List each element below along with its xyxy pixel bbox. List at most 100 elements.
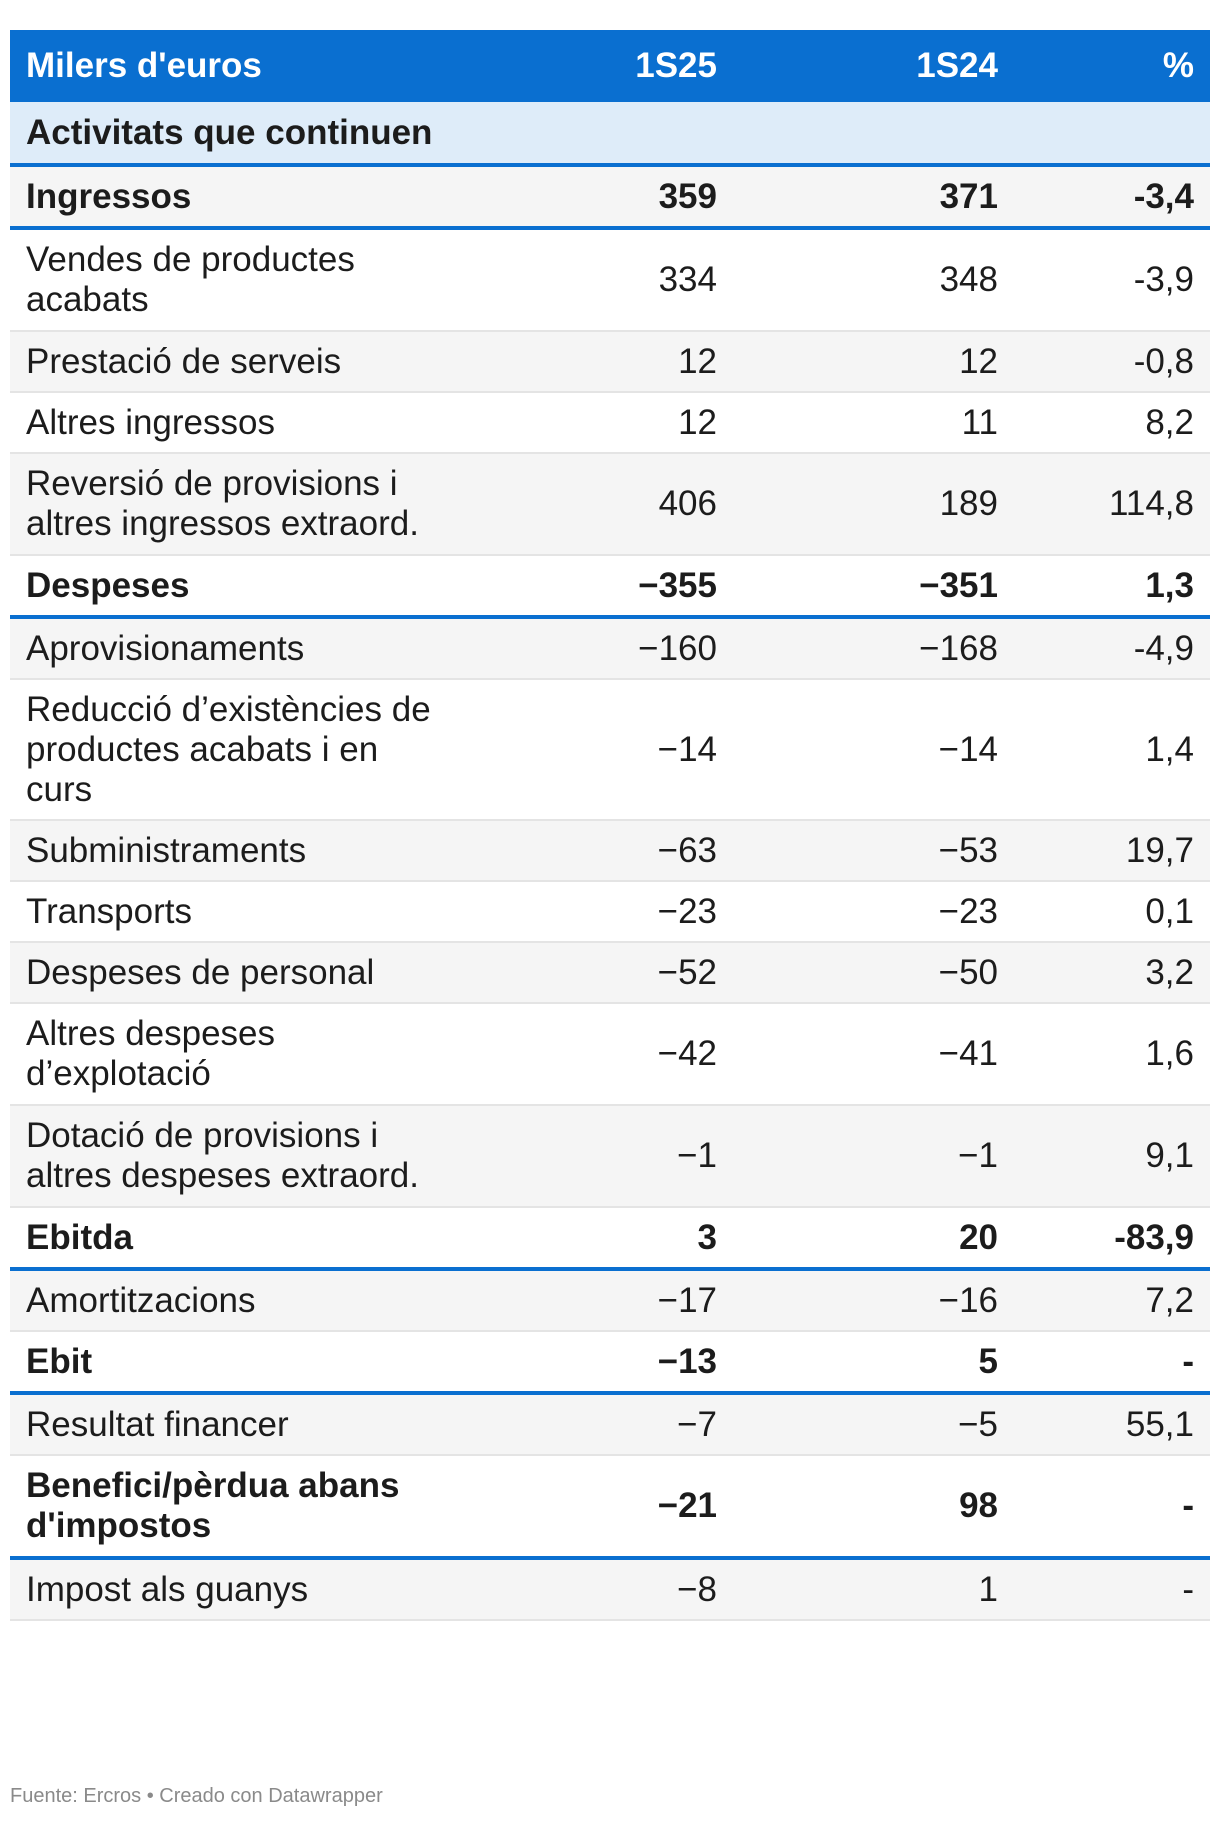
row-label: Altres ingressos <box>10 392 453 454</box>
row-percent-change: -83,9 <box>1014 1207 1210 1271</box>
row-value-1s24: −16 <box>733 1269 1014 1332</box>
section-label: Activitats que continuen <box>10 102 1210 167</box>
row-value-1s24: 5 <box>733 1331 1014 1395</box>
row-value-1s25: −160 <box>453 617 733 680</box>
table-row: Altres ingressos 12 11 8,2 <box>10 392 1210 454</box>
row-value-1s25: −8 <box>453 1558 733 1621</box>
row-label: Ingressos <box>10 165 453 230</box>
row-percent-change: 1,4 <box>1014 679 1210 821</box>
row-value-1s24: −168 <box>733 617 1014 680</box>
row-value-1s25: −29 <box>453 1620 733 1721</box>
row-label: Despeses de personal <box>10 942 453 1004</box>
row-value-1s25: −63 <box>453 820 733 882</box>
row-value-1s24: 371 <box>733 165 1014 230</box>
table-row: Ebit −13 5- <box>10 1331 1210 1395</box>
row-label: Benefici/pèrdua abans d'impostos <box>10 1455 453 1560</box>
row-label: Ebit <box>10 1331 453 1395</box>
table-row: Ingressos 359 371 -3,4 <box>10 165 1210 230</box>
header-1s24: 1S24 <box>733 30 1014 102</box>
table-header-row: Milers d'euros 1S25 1S24 % <box>10 30 1210 102</box>
table-row: Impost als guanys −8 1- <box>10 1558 1210 1621</box>
row-value-1s24: 189 <box>733 453 1014 556</box>
row-value-1s24: 12 <box>733 331 1014 393</box>
table-row: Transports −23 −23 0,1 <box>10 881 1210 943</box>
row-percent-change: - <box>1014 1331 1210 1395</box>
row-percent-change: - <box>1014 1455 1210 1560</box>
table-row: Benefici/pèrdua abans d'impostos −21 98- <box>10 1455 1210 1560</box>
row-value-1s25: −14 <box>453 679 733 821</box>
row-value-1s25: −52 <box>453 942 733 1004</box>
header-percent: % <box>1014 30 1210 102</box>
row-label: Reversió de provisions i altres ingresso… <box>10 453 453 556</box>
header-1s25: 1S25 <box>453 30 733 102</box>
income-statement-table: Milers d'euros 1S25 1S24 % Activitats qu… <box>10 30 1210 1721</box>
row-label: Dotació de provisions i altres despeses … <box>10 1105 453 1208</box>
table-row: Reversió de provisions i altres ingresso… <box>10 453 1210 556</box>
row-value-1s25: 3 <box>453 1207 733 1271</box>
row-percent-change: -3,9 <box>1014 228 1210 332</box>
row-percent-change: 8,2 <box>1014 392 1210 454</box>
row-value-1s24: −351 <box>733 555 1014 619</box>
row-value-1s24: −50 <box>733 942 1014 1004</box>
source-footer: Fuente: Ercros • Creado con Datawrapper <box>10 1785 383 1807</box>
table-row: Dotació de provisions i altres despeses … <box>10 1105 1210 1208</box>
row-percent-change: 1,6 <box>1014 1003 1210 1106</box>
row-label: Amortitzacions <box>10 1269 453 1332</box>
row-value-1s25: −42 <box>453 1003 733 1106</box>
table-row: Ebitda 3 20 -83,9 <box>10 1207 1210 1271</box>
row-percent-change: -4,9 <box>1014 617 1210 680</box>
row-percent-change: 19,7 <box>1014 820 1210 882</box>
table-row: Benefici/pèrdua del període −29 1- <box>10 1620 1210 1721</box>
row-percent-change: -3,4 <box>1014 165 1210 230</box>
row-percent-change: 9,1 <box>1014 1105 1210 1208</box>
table-row: Despeses de personal −52 −50 3,2 <box>10 942 1210 1004</box>
row-value-1s24: 20 <box>733 1207 1014 1271</box>
row-label: Altres despeses d’explotació <box>10 1003 453 1106</box>
table-row: Reducció d’existències de productes acab… <box>10 679 1210 821</box>
table-row: Despeses −355 −351 1,3 <box>10 555 1210 619</box>
row-value-1s25: 334 <box>453 228 733 332</box>
row-value-1s25: −7 <box>453 1393 733 1456</box>
section-row: Activitats que continuen <box>10 102 1210 167</box>
table-row: Subministraments −63 −53 19,7 <box>10 820 1210 882</box>
row-label: Transports <box>10 881 453 943</box>
row-label: Subministraments <box>10 820 453 882</box>
row-value-1s25: −355 <box>453 555 733 619</box>
row-label: Benefici/pèrdua del període <box>10 1620 453 1721</box>
row-value-1s24: 1 <box>733 1558 1014 1621</box>
row-percent-change: -0,8 <box>1014 331 1210 393</box>
row-value-1s25: 359 <box>453 165 733 230</box>
row-percent-change: 1,3 <box>1014 555 1210 619</box>
row-label: Aprovisionaments <box>10 617 453 680</box>
row-label: Vendes de productes acabats <box>10 228 453 332</box>
header-label: Milers d'euros <box>10 30 453 102</box>
row-value-1s25: −13 <box>453 1331 733 1395</box>
row-value-1s24: −23 <box>733 881 1014 943</box>
table-row: Aprovisionaments −160 −168 -4,9 <box>10 617 1210 680</box>
table-row: Amortitzacions −17 −16 7,2 <box>10 1269 1210 1332</box>
row-label: Reducció d’existències de productes acab… <box>10 679 453 821</box>
row-label: Ebitda <box>10 1207 453 1271</box>
row-value-1s24: −41 <box>733 1003 1014 1106</box>
row-value-1s24: 11 <box>733 392 1014 454</box>
row-value-1s24: 348 <box>733 228 1014 332</box>
row-value-1s25: −17 <box>453 1269 733 1332</box>
row-value-1s25: 406 <box>453 453 733 556</box>
row-value-1s25: −1 <box>453 1105 733 1208</box>
row-percent-change: 7,2 <box>1014 1269 1210 1332</box>
row-label: Resultat financer <box>10 1393 453 1456</box>
row-label: Impost als guanys <box>10 1558 453 1621</box>
table-container: Milers d'euros 1S25 1S24 % Activitats qu… <box>10 30 1210 1721</box>
row-value-1s24: 98 <box>733 1455 1014 1560</box>
row-label: Prestació de serveis <box>10 331 453 393</box>
row-value-1s24: −1 <box>733 1105 1014 1208</box>
row-percent-change: 0,1 <box>1014 881 1210 943</box>
row-percent-change: - <box>1014 1620 1210 1721</box>
row-value-1s24: −14 <box>733 679 1014 821</box>
row-percent-change: 114,8 <box>1014 453 1210 556</box>
table-row: Vendes de productes acabats 334 348 -3,9 <box>10 228 1210 332</box>
table-row: Resultat financer −7 −5 55,1 <box>10 1393 1210 1456</box>
row-value-1s24: 1 <box>733 1620 1014 1721</box>
row-value-1s25: 12 <box>453 331 733 393</box>
row-percent-change: - <box>1014 1558 1210 1621</box>
